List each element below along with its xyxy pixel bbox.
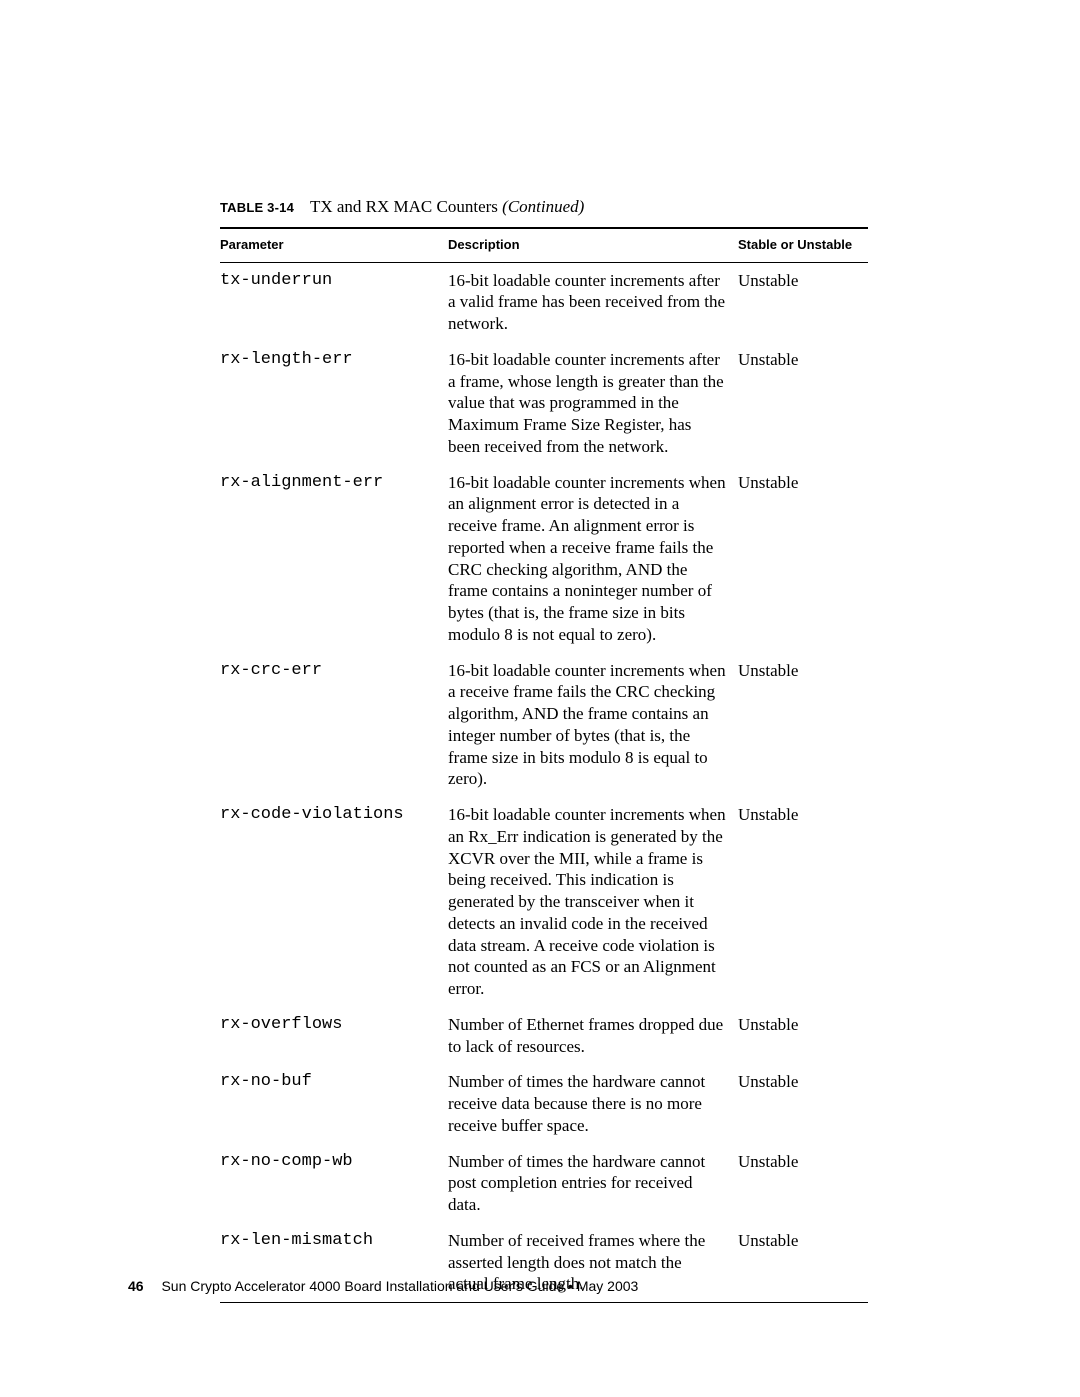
cell-status: Unstable bbox=[738, 1223, 868, 1303]
table-body: tx-underrun 16-bit loadable counter incr… bbox=[220, 262, 868, 1303]
cell-status: Unstable bbox=[738, 465, 868, 653]
table-row: rx-crc-err 16-bit loadable counter incre… bbox=[220, 653, 868, 798]
col-header-status: Stable or Unstable bbox=[738, 228, 868, 262]
table-row: tx-underrun 16-bit loadable counter incr… bbox=[220, 262, 868, 342]
table-row: rx-overflows Number of Ethernet frames d… bbox=[220, 1007, 868, 1065]
cell-description: 16-bit loadable counter increments after… bbox=[448, 262, 738, 342]
table-row: rx-no-buf Number of times the hardware c… bbox=[220, 1064, 868, 1143]
cell-description: 16-bit loadable counter increments when … bbox=[448, 465, 738, 653]
table-title-continued: (Continued) bbox=[502, 197, 584, 216]
cell-description: Number of Ethernet frames dropped due to… bbox=[448, 1007, 738, 1065]
cell-parameter: rx-length-err bbox=[220, 342, 448, 465]
cell-description: 16-bit loadable counter increments when … bbox=[448, 797, 738, 1007]
page-footer: 46 Sun Crypto Accelerator 4000 Board Ins… bbox=[128, 1278, 638, 1296]
cell-description: Number of times the hardware cannot post… bbox=[448, 1144, 738, 1223]
table-caption: TABLE 3-14 TX and RX MAC Counters (Conti… bbox=[220, 196, 868, 217]
footer-text: Sun Crypto Accelerator 4000 Board Instal… bbox=[161, 1278, 638, 1294]
cell-parameter: rx-code-violations bbox=[220, 797, 448, 1007]
table-header-row: Parameter Description Stable or Unstable bbox=[220, 228, 868, 262]
table-row: rx-length-err 16-bit loadable counter in… bbox=[220, 342, 868, 465]
cell-description: 16-bit loadable counter increments after… bbox=[448, 342, 738, 465]
col-header-parameter: Parameter bbox=[220, 228, 448, 262]
cell-parameter: tx-underrun bbox=[220, 262, 448, 342]
table-label: TABLE 3-14 bbox=[220, 200, 294, 215]
table-row: rx-alignment-err 16-bit loadable counter… bbox=[220, 465, 868, 653]
cell-status: Unstable bbox=[738, 1007, 868, 1065]
cell-parameter: rx-no-buf bbox=[220, 1064, 448, 1143]
page-number: 46 bbox=[128, 1278, 144, 1294]
table-row: rx-no-comp-wb Number of times the hardwa… bbox=[220, 1144, 868, 1223]
parameters-table: Parameter Description Stable or Unstable… bbox=[220, 227, 868, 1303]
cell-status: Unstable bbox=[738, 1144, 868, 1223]
cell-parameter: rx-crc-err bbox=[220, 653, 448, 798]
page: TABLE 3-14 TX and RX MAC Counters (Conti… bbox=[0, 0, 1080, 1397]
cell-parameter: rx-alignment-err bbox=[220, 465, 448, 653]
table-title: TX and RX MAC Counters (Continued) bbox=[310, 197, 584, 216]
cell-parameter: rx-overflows bbox=[220, 1007, 448, 1065]
table-row: rx-code-violations 16-bit loadable count… bbox=[220, 797, 868, 1007]
cell-status: Unstable bbox=[738, 342, 868, 465]
table-title-text: TX and RX MAC Counters bbox=[310, 197, 502, 216]
cell-status: Unstable bbox=[738, 653, 868, 798]
cell-status: Unstable bbox=[738, 797, 868, 1007]
cell-description: Number of times the hardware cannot rece… bbox=[448, 1064, 738, 1143]
col-header-description: Description bbox=[448, 228, 738, 262]
cell-status: Unstable bbox=[738, 262, 868, 342]
cell-status: Unstable bbox=[738, 1064, 868, 1143]
cell-parameter: rx-no-comp-wb bbox=[220, 1144, 448, 1223]
cell-description: 16-bit loadable counter increments when … bbox=[448, 653, 738, 798]
